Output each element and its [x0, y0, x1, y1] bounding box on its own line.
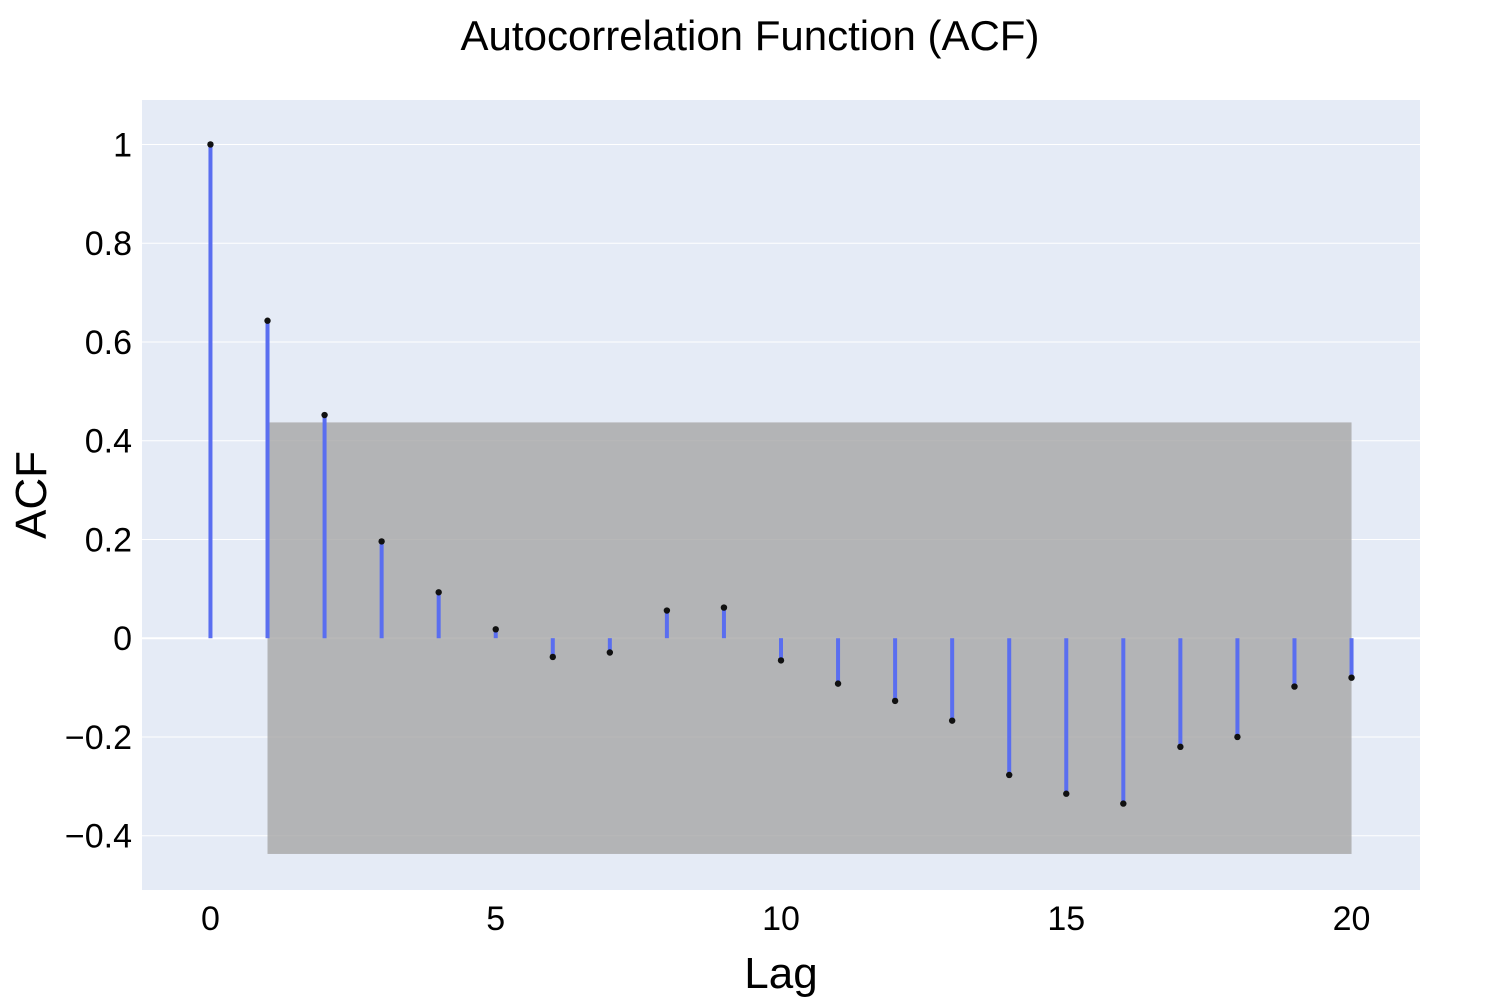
chart-title: Autocorrelation Function (ACF)	[461, 12, 1040, 59]
x-tick-label: 5	[486, 900, 505, 938]
acf-point	[1063, 790, 1070, 797]
x-tick-label: 15	[1047, 900, 1085, 938]
acf-point	[435, 589, 442, 596]
acf-point	[720, 604, 728, 611]
x-tick-label: 0	[201, 900, 220, 938]
y-tick-label: 0.4	[85, 423, 132, 461]
acf-point	[1120, 800, 1127, 807]
acf-point	[663, 607, 671, 614]
y-tick-label: 0	[113, 620, 132, 658]
acf-point	[1234, 733, 1241, 741]
confidence-band-layer	[267, 422, 1352, 854]
acf-point	[891, 697, 899, 705]
acf-point	[777, 657, 785, 664]
acf-point	[948, 717, 956, 724]
acf-point	[1291, 683, 1298, 690]
y-tick-label: 0.6	[85, 324, 132, 362]
acf-point	[492, 626, 499, 633]
y-tick-label: −0.4	[65, 818, 132, 856]
stems-layer	[208, 144, 1354, 804]
acf-point	[1348, 674, 1355, 681]
acf-point	[207, 141, 214, 148]
y-axis-title: ACF	[7, 451, 56, 539]
acf-point	[378, 538, 385, 545]
acf-point	[1177, 743, 1184, 751]
x-tick-label: 10	[762, 900, 800, 938]
x-tick-label: 20	[1333, 900, 1371, 938]
y-tick-label: −0.2	[65, 719, 132, 757]
x-axis-title: Lag	[744, 949, 817, 998]
acf-point	[1006, 771, 1013, 779]
y-tick-labels: −0.4 −0.2 0 0.2 0.4 0.6 0.8 1	[65, 126, 132, 855]
acf-point	[834, 680, 842, 687]
confidence-band	[267, 422, 1352, 854]
acf-point	[264, 317, 271, 324]
acf-point	[606, 649, 614, 656]
acf-point	[549, 653, 556, 661]
y-tick-label: 1	[113, 126, 132, 164]
acf-point	[321, 411, 328, 419]
y-tick-label: 0.2	[85, 521, 132, 559]
x-tick-labels: 0 5 10 15 20	[201, 900, 1370, 938]
y-tick-label: 0.8	[85, 225, 132, 263]
markers-layer	[207, 141, 1355, 807]
